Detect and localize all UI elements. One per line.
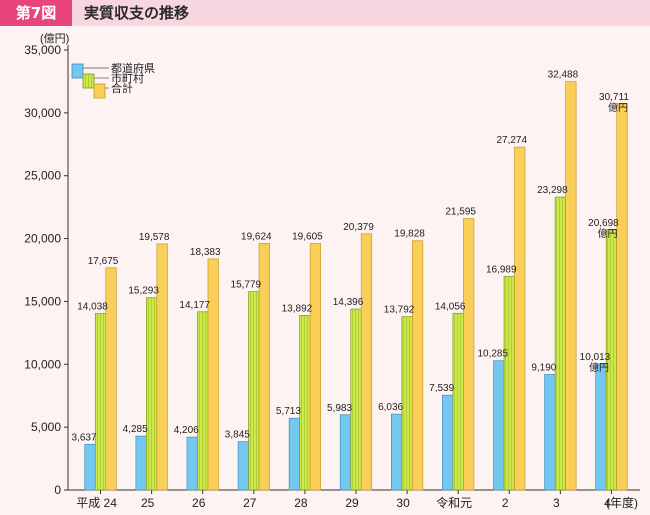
data-label: 16,989: [486, 264, 517, 275]
x-tick-label: 令和元: [436, 495, 472, 510]
y-tick-label: 0: [54, 483, 61, 497]
y-tick-label: 25,000: [24, 169, 61, 183]
bar-市町村-令和元: [452, 312, 464, 491]
data-label: 4,206: [174, 425, 199, 436]
data-label: 19,624: [241, 231, 272, 242]
bar-市町村-29: [350, 308, 362, 491]
data-label: 9,190: [531, 362, 556, 373]
figure-title: 実質収支の推移: [84, 4, 190, 22]
bar-都道府県-27: [237, 441, 249, 491]
bar-市町村-28: [299, 315, 311, 491]
data-label: 14,396: [333, 297, 364, 308]
bar-合計-3: [565, 81, 577, 491]
bar-合計-平成 24: [105, 267, 117, 491]
legend-swatch-市町村: [82, 73, 95, 89]
bar-都道府県-平成 24: [84, 443, 96, 491]
data-label: 20,698: [588, 218, 619, 229]
data-label: 27,274: [496, 135, 527, 146]
bar-都道府県-2: [493, 360, 505, 491]
data-label: 21,595: [445, 207, 476, 218]
data-label: 4,285: [123, 424, 148, 435]
data-label: 3,845: [225, 430, 250, 441]
bar-合計-26: [207, 258, 219, 491]
x-tick-label: 28: [294, 496, 308, 510]
data-label: 10,285: [477, 349, 508, 360]
bar-合計-29: [360, 233, 373, 491]
x-tick-label: 29: [345, 496, 359, 510]
bar-都道府県-26: [186, 436, 198, 491]
data-label: 14,038: [77, 302, 108, 313]
unit-suffix-label: 億円: [597, 227, 617, 240]
legend-label-合計: 合計: [111, 81, 133, 95]
y-axis-unit-label: (億円): [40, 32, 69, 45]
legend-label-都道府県: 都道府県: [111, 61, 155, 75]
legend-swatch-合計: [93, 83, 106, 99]
data-label: 23,298: [537, 185, 568, 196]
x-tick-label: 2: [502, 496, 509, 510]
bar-市町村-25: [146, 297, 158, 491]
legend-swatch-都道府県: [71, 63, 84, 79]
bar-都道府県-29: [339, 414, 352, 491]
x-tick-label: 30: [396, 496, 410, 510]
bar-合計-25: [156, 243, 168, 491]
bar-都道府県-28: [288, 417, 301, 491]
y-tick-label: 10,000: [24, 357, 61, 371]
y-tick-label: 5,000: [31, 420, 61, 434]
bar-都道府県-令和元: [442, 394, 454, 491]
bar-合計-30: [411, 240, 424, 491]
x-tick-label: 平成 24: [76, 496, 117, 510]
x-tick-label: 27: [243, 496, 257, 510]
data-label: 19,578: [139, 232, 170, 243]
bar-合計-27: [258, 242, 270, 491]
bar-都道府県-3: [544, 374, 556, 491]
data-label: 5,983: [327, 403, 352, 414]
y-tick-label: 35,000: [24, 43, 61, 57]
bar-都道府県-4: [595, 363, 607, 491]
data-label: 10,013: [580, 352, 611, 363]
data-label: 18,383: [190, 247, 221, 258]
figure-header: 第7図 実質収支の推移: [0, 0, 650, 26]
bar-合計-4: [616, 103, 628, 491]
bar-都道府県-25: [135, 435, 147, 491]
data-label: 14,177: [179, 300, 210, 311]
bar-市町村-27: [248, 291, 260, 491]
data-label: 20,379: [343, 222, 374, 233]
bar-市町村-26: [197, 311, 209, 491]
x-tick-label: 26: [192, 496, 206, 510]
bar-市町村-30: [401, 316, 413, 491]
legend-label-市町村: 市町村: [111, 71, 144, 85]
data-label: 17,675: [88, 256, 119, 267]
bar-合計-28: [309, 243, 322, 491]
bar-合計-2: [514, 146, 526, 491]
x-tick-label: 25: [141, 496, 155, 510]
data-label: 13,892: [282, 303, 313, 314]
bar-市町村-3: [554, 196, 566, 491]
y-tick-label: 20,000: [24, 232, 61, 246]
unit-suffix-label: 億円: [589, 361, 609, 374]
data-label: 19,828: [394, 229, 425, 240]
x-tick-label: 3: [553, 496, 560, 510]
x-axis-unit-label: (年度): [606, 495, 638, 510]
data-label: 3,637: [72, 432, 97, 443]
y-tick-label: 15,000: [24, 294, 61, 308]
bar-市町村-2: [503, 276, 515, 491]
figure-number-label: 第7図: [0, 0, 72, 26]
bar-都道府県-30: [390, 413, 403, 491]
data-label: 14,056: [435, 301, 466, 312]
bar-合計-令和元: [463, 218, 475, 491]
y-tick-label: 30,000: [24, 106, 61, 120]
data-label: 5,713: [276, 406, 301, 417]
unit-suffix-label: 億円: [608, 101, 628, 114]
bar-市町村-平成 24: [94, 313, 107, 491]
data-label: 32,488: [548, 70, 579, 81]
x-tick-label: 4: [604, 496, 611, 510]
data-label: 15,779: [231, 280, 262, 291]
data-label: 19,605: [292, 232, 323, 243]
data-label: 13,792: [384, 305, 415, 316]
data-label: 15,293: [128, 286, 159, 297]
data-label: 7,539: [429, 383, 454, 394]
data-label: 6,036: [378, 402, 403, 413]
data-label: 30,711: [599, 92, 629, 103]
